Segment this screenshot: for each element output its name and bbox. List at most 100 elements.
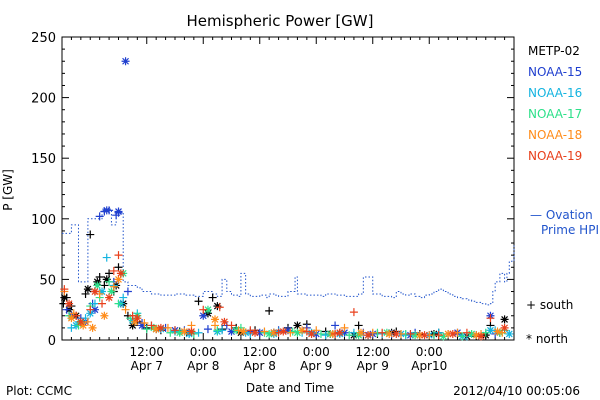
north-point [156,323,165,332]
south-point [114,299,123,308]
south-point [331,321,340,330]
north-point [211,315,220,324]
north-point [65,299,74,308]
south-point [227,321,236,330]
north-point [128,321,137,330]
south-point [462,328,471,337]
north-point [500,315,509,324]
north-point [284,326,292,335]
north-point [472,331,481,340]
south-marker-legend: + south [526,298,573,312]
legend-item: METP-02 [528,44,580,58]
south-point [100,281,109,290]
plot-credit: Plot: CCMC [6,384,72,398]
north-point [67,314,76,323]
north-point [439,332,448,341]
y-tick-label: 150 [31,152,56,167]
north-point [293,328,302,337]
south-point [203,325,212,334]
north-point [298,326,307,335]
south-point [105,277,114,286]
north-point [105,293,114,302]
north-point [364,331,373,340]
chart-title: Hemispheric Power [GW] [187,12,374,30]
south-point [105,269,114,278]
north-point [239,327,248,336]
south-point [114,263,123,272]
north-point [255,328,264,337]
north-point [102,275,111,284]
north-point [98,287,107,296]
south-point [349,308,358,317]
legend-item: NOAA-17 [528,107,582,121]
north-point [269,328,278,337]
ovation-legend-line2: Prime HPI [541,223,599,237]
south-point [119,293,128,302]
ovation-legend-line1: — Ovation [530,208,593,222]
legend: METP-02 NOAA-15 NOAA-16 NOAA-17 NOAA-18 NOAA-… [528,44,582,163]
north-point [335,328,344,337]
south-point [458,332,467,341]
north-point [340,328,349,337]
north-point [227,327,236,336]
north-point [116,269,125,278]
south-point [86,230,95,239]
south-point [434,331,443,340]
legend-item: NOAA-18 [528,128,582,142]
north-point [102,206,111,215]
y-axis: 0 50 100 150 200 250 [31,31,514,349]
south-point [142,325,151,334]
south-point [109,266,118,275]
legend-item: NOAA-15 [528,65,582,79]
north-point [493,327,502,336]
south-point [163,323,172,332]
legend-item: NOAA-16 [528,86,582,100]
north-point [180,327,189,336]
north-point [93,281,102,290]
south-point [147,321,156,330]
x-axis-label: Date and Time [246,381,334,395]
south-point [354,321,363,330]
north-point [203,305,212,314]
y-tick-label: 250 [31,31,56,46]
north-point [382,328,391,337]
plot-timestamp: 2012/04/10 00:05:06 [453,384,580,398]
south-point [208,293,217,302]
x-tick-date-label: Apr 8 [187,359,219,373]
north-point [175,328,184,337]
x-tick-time-label: 0:00 [303,345,330,359]
north-point [76,317,85,326]
north-point [385,329,394,338]
north-point [293,321,302,330]
legend-item: NOAA-19 [528,149,582,163]
north-point [220,317,229,326]
south-point [406,329,415,338]
x-tick-date-label: Apr 9 [300,359,332,373]
north-point [307,329,316,338]
south-point [121,305,130,314]
north-point [415,331,424,340]
south-point [194,328,203,337]
ovation-step-line [62,208,515,306]
south-point [114,251,123,260]
south-point [316,329,325,338]
south-point [72,311,81,320]
south-point [166,328,175,337]
south-point [199,305,208,314]
x-tick-date-label: Apr 9 [357,359,389,373]
north-point [486,326,495,335]
south-point [109,282,118,291]
south-point [95,212,104,221]
y-tick-label: 100 [31,213,56,228]
south-point [98,299,107,308]
south-point [215,303,224,312]
south-point [312,326,321,335]
north-point [265,329,274,338]
north-point [199,311,208,320]
north-point [213,302,222,311]
south-point [378,328,387,337]
south-point [286,328,295,337]
south-point [62,305,71,314]
